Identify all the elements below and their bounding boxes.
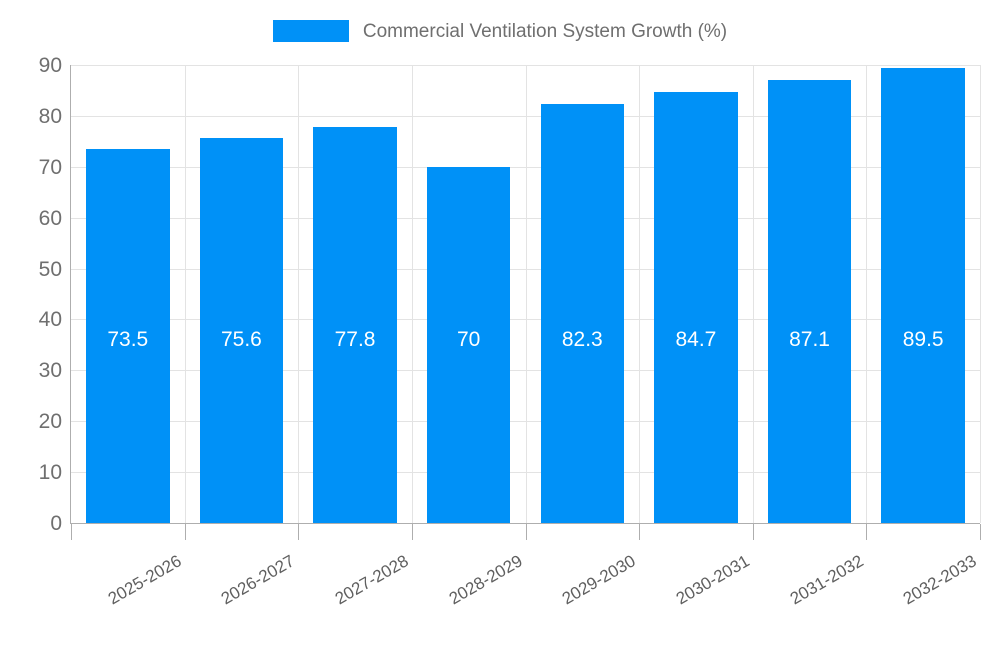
x-gridline	[980, 65, 981, 523]
y-gridline	[71, 421, 980, 423]
x-axis-line	[71, 523, 980, 524]
y-tick-label: 10	[38, 461, 62, 485]
bar-chart: Commercial Ventilation System Growth (%)…	[0, 0, 1000, 609]
chart-legend: Commercial Ventilation System Growth (%)	[0, 14, 1000, 48]
legend-series-label[interactable]: Commercial Ventilation System Growth (%)	[362, 20, 728, 42]
bar[interactable]: 87.1	[767, 79, 852, 523]
x-gridline	[753, 65, 754, 523]
bar[interactable]: 70	[426, 166, 511, 523]
x-gridline	[412, 65, 413, 523]
y-tick-label: 30	[38, 359, 62, 383]
bar-value-label: 87.1	[789, 328, 830, 351]
bar[interactable]: 82.3	[540, 104, 625, 523]
y-gridline	[71, 65, 980, 66]
y-tick-label: 90	[38, 54, 62, 77]
bar-value-label: 84.7	[675, 328, 717, 351]
bar[interactable]: 84.7	[654, 91, 738, 523]
x-axis-tick	[298, 524, 299, 540]
y-tick-label: 0	[50, 512, 62, 535]
y-gridline	[71, 115, 980, 117]
y-axis-tick-labels: 0 10 20 30 40 50 60 70 80 90	[0, 0, 62, 600]
x-axis-tick	[71, 524, 72, 540]
bar-value-label: 77.8	[334, 328, 376, 351]
legend-color-swatch[interactable]	[272, 20, 349, 42]
x-gridline	[185, 65, 186, 523]
y-gridline	[71, 166, 980, 168]
bar[interactable]: 75.6	[199, 138, 284, 523]
y-gridline	[71, 370, 980, 372]
x-gridline	[866, 65, 867, 523]
y-gridline	[71, 319, 980, 321]
y-tick-label: 80	[38, 104, 62, 128]
y-gridline	[71, 217, 980, 219]
x-tick-label: 2025-2026	[104, 551, 185, 609]
x-axis-tick	[185, 524, 186, 540]
bar-value-label: 70	[456, 328, 481, 351]
y-gridline	[71, 268, 980, 270]
x-axis-tick	[526, 524, 527, 540]
bar-value-label: 89.5	[902, 328, 944, 351]
plot-area: 73.5 75.6 77.8 70 82.3 84.7 87.1 89.5	[71, 65, 981, 524]
x-axis-tick	[412, 524, 413, 540]
y-gridline	[71, 472, 980, 474]
bar-value-label: 82.3	[561, 328, 603, 351]
y-axis-line	[70, 65, 71, 524]
x-axis-tick	[866, 524, 867, 540]
x-axis-tick	[753, 524, 754, 540]
y-tick-label: 20	[38, 410, 62, 434]
bar-value-label: 73.5	[107, 328, 149, 351]
bar[interactable]: 73.5	[86, 148, 170, 523]
bar[interactable]: 89.5	[881, 67, 965, 523]
x-gridline	[639, 65, 640, 523]
x-gridline	[298, 65, 299, 523]
x-axis-tick	[639, 524, 640, 540]
x-gridline	[526, 65, 527, 523]
bar[interactable]: 77.8	[313, 127, 397, 523]
y-tick-label: 40	[38, 308, 62, 332]
bar-value-label: 75.6	[220, 328, 262, 351]
x-axis-tick-labels: 2025-2026 2026-2027 2027-2028 2028-2029 2029…	[105, 551, 980, 608]
y-tick-label: 70	[38, 155, 62, 179]
y-tick-label: 50	[38, 257, 62, 281]
x-axis-tick	[980, 524, 981, 540]
y-tick-label: 60	[38, 206, 62, 230]
